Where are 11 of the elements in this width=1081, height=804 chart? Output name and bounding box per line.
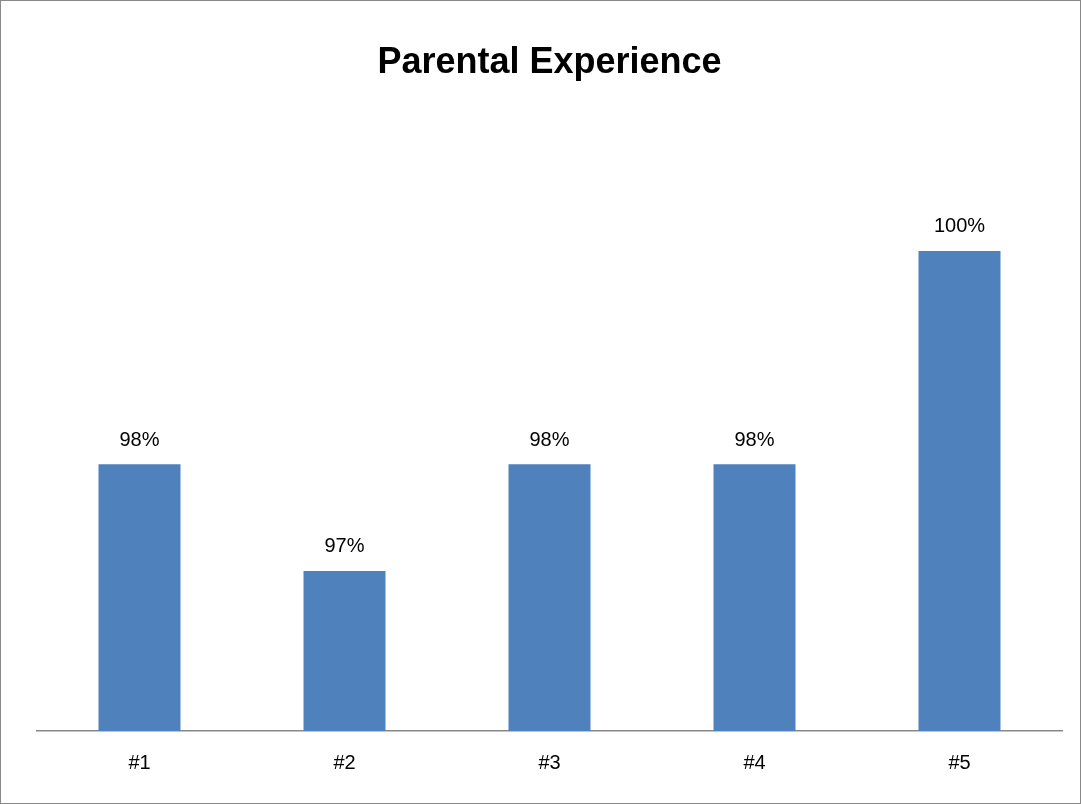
x-tick-label: #1 (128, 750, 151, 773)
data-label: 98% (734, 427, 775, 450)
data-label: 98% (119, 427, 160, 450)
x-tick-label: #2 (333, 750, 356, 773)
data-label: 97% (324, 534, 365, 557)
data-label: 98% (529, 427, 570, 450)
x-tick-label: #4 (743, 750, 766, 773)
data-label: 100% (933, 214, 986, 237)
x-tick-label: #5 (948, 750, 971, 773)
x-tick-label: #3 (538, 750, 561, 773)
chart-title: Parental Experience (377, 39, 722, 81)
